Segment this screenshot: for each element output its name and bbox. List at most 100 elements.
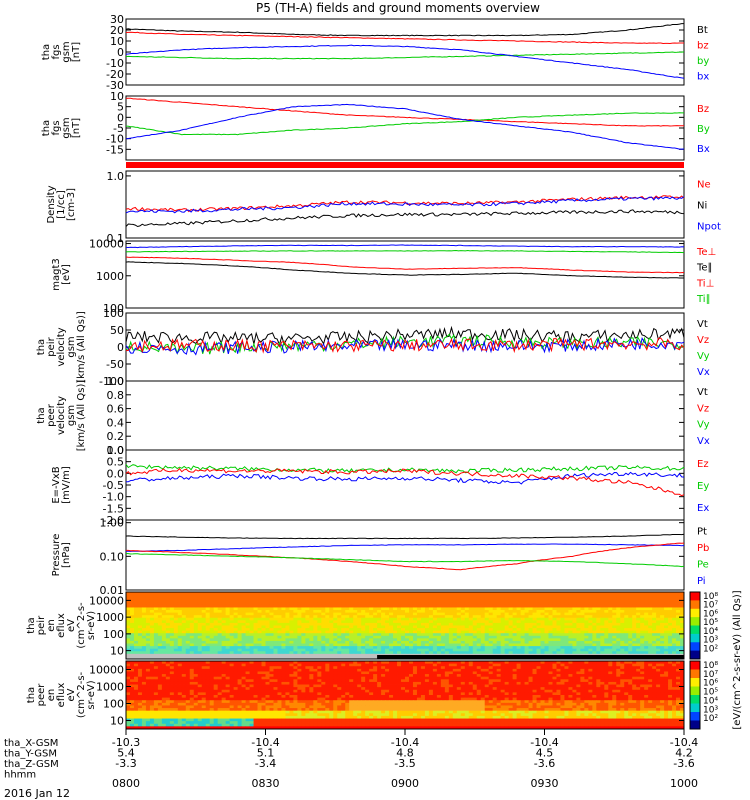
spectrogram-cell (165, 599, 171, 603)
y-tick-label: -2.0 (103, 514, 124, 527)
spectrogram-cell (293, 610, 298, 614)
spectrogram-cell (133, 612, 139, 616)
spectrogram-cell (436, 615, 442, 619)
spectrogram-cell (197, 604, 203, 608)
spectrogram-cell (273, 612, 278, 616)
spectrogram-cell (293, 615, 298, 619)
spectrogram-cell (313, 679, 318, 683)
spectrogram-cell (137, 633, 143, 637)
spectrogram-cell (149, 594, 155, 598)
spectrogram-cell (552, 666, 557, 670)
y-axis-label: eV (66, 619, 77, 632)
spectrogram-cell (508, 635, 514, 639)
spectrogram-cell (129, 617, 135, 621)
spectrogram-cell (249, 607, 254, 611)
spectrogram-cell (492, 643, 498, 647)
spectrogram-cell (361, 612, 366, 616)
spectrogram-cell (165, 671, 171, 675)
spectrogram-cell (624, 646, 629, 650)
spectrogram-cell (241, 612, 246, 616)
spectrogram-cell (357, 643, 362, 647)
spectrogram-cell (277, 674, 282, 678)
spectrogram-cell (448, 604, 454, 608)
spectrogram-cell (325, 599, 330, 603)
spectrogram-cell (373, 630, 378, 634)
spectrogram-cell (456, 648, 462, 652)
spectrogram-cell (496, 651, 502, 655)
spectrogram-cell (249, 617, 254, 621)
series-line-bx (125, 44, 685, 79)
spectrogram-cell (572, 617, 577, 621)
spectrogram-cell (317, 594, 322, 598)
spectrogram-cell (608, 612, 613, 616)
spectrogram-cell (217, 612, 223, 616)
spectrogram-cell (317, 651, 322, 655)
spectrogram-cell (173, 635, 179, 639)
spectrogram-cell (596, 661, 601, 665)
spectrogram-cell (456, 661, 462, 665)
spectrogram-cell (237, 617, 242, 621)
spectrogram-cell (265, 604, 270, 608)
spectrogram-cell (133, 610, 139, 614)
spectrogram-cell (416, 622, 422, 626)
spectrogram-cell (424, 615, 430, 619)
spectrogram-cell (241, 666, 246, 670)
spectrogram-cell (293, 679, 298, 683)
spectrogram-cell (177, 648, 183, 652)
spectrogram-cell (165, 646, 171, 650)
spectrogram-cell (361, 643, 366, 647)
spectrogram-cell (325, 602, 330, 606)
spectrogram-cell (488, 671, 494, 675)
spectrogram-cell (241, 635, 246, 639)
spectrogram-cell (632, 676, 637, 680)
spectrogram-cell (345, 597, 350, 601)
spectrogram-cell (576, 597, 581, 601)
spectrogram-cell (544, 610, 549, 614)
spectrogram-cell (305, 635, 310, 639)
spectrogram-cell (504, 638, 510, 642)
spectrogram-cell (572, 643, 577, 647)
spectrogram-cell (520, 607, 525, 611)
spectrogram-cell (297, 653, 302, 657)
spectrogram-cell (624, 651, 629, 655)
spectrogram-cell (644, 633, 649, 637)
spectrogram-cell (576, 625, 581, 629)
spectrogram-cell (401, 648, 406, 652)
spectrogram-cell (408, 625, 414, 629)
spectrogram-cell (137, 656, 143, 660)
spectrogram-cell (672, 615, 677, 619)
spectrogram-cell (289, 653, 294, 657)
spectrogram-cell (544, 599, 549, 603)
spectrogram-cell (640, 599, 645, 603)
spectrogram-cell (265, 607, 270, 611)
spectrogram-cell (201, 674, 207, 678)
spectrogram-cell (556, 651, 561, 655)
spectrogram-cell (325, 668, 330, 672)
spectrogram-cell (648, 617, 653, 621)
spectrogram-cell (357, 671, 362, 675)
spectrogram-cell (161, 638, 167, 642)
spectrogram-cell (301, 592, 306, 595)
spectrogram-cell (636, 663, 641, 667)
spectrogram-cell (229, 671, 235, 675)
spectrogram-cell (153, 625, 159, 629)
spectrogram-cell (552, 635, 557, 639)
spectrogram-cell (668, 602, 673, 606)
spectrogram-cell (165, 607, 171, 611)
spectrogram-cell (592, 666, 597, 670)
spectrogram-cell (556, 620, 561, 624)
spectrogram-cell (572, 671, 577, 675)
spectrogram-cell (632, 661, 637, 665)
spectrogram-cell (249, 592, 254, 595)
spectrogram-cell (253, 638, 258, 642)
spectrogram-cell (676, 643, 681, 647)
spectrogram-cell (600, 666, 605, 670)
spectrogram-cell (468, 633, 474, 637)
spectrogram-cell (381, 661, 386, 665)
spectrogram-cell (624, 635, 629, 639)
spectrogram-cell (369, 663, 374, 667)
spectrogram-cell (560, 604, 565, 608)
spectrogram-cell (141, 648, 147, 652)
spectrogram-cell (664, 594, 669, 598)
spectrogram-cell (281, 656, 286, 660)
